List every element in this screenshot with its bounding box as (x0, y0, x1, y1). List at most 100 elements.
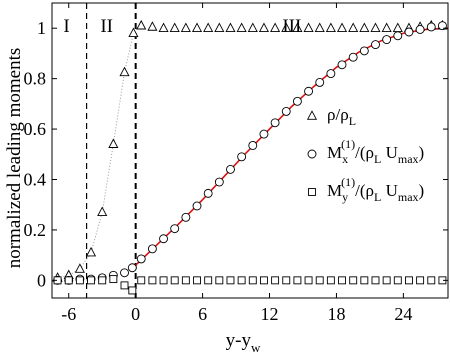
triangle-point (281, 22, 292, 32)
square-point (315, 276, 324, 285)
x-tick-label: 0 (131, 304, 140, 324)
square-point (226, 276, 235, 285)
triangle-point (97, 206, 108, 217)
y-tick-label: 0.4 (24, 169, 47, 189)
series-square (53, 275, 447, 295)
square-point (371, 276, 380, 285)
triangle-point (325, 22, 336, 32)
square-point (282, 276, 291, 285)
legend-marker-square (308, 188, 316, 196)
x-axis-ticks: -6 0 6 12 18 24 (61, 3, 412, 324)
y-tick-label: 0.6 (24, 119, 47, 139)
square-point (128, 286, 137, 295)
square-point (326, 276, 335, 285)
triangle-point (303, 22, 314, 32)
triangle-point (370, 22, 381, 32)
circle-point (281, 106, 291, 116)
square-point (405, 276, 413, 285)
square-point (170, 276, 179, 285)
circle-point (326, 69, 336, 79)
circle-point (437, 21, 447, 31)
triangle-point (270, 22, 281, 32)
square-point (148, 276, 157, 285)
circle-point (270, 118, 280, 128)
square-point (271, 276, 280, 285)
series-triangle (52, 19, 448, 282)
triangle-point (214, 22, 225, 32)
triangle-point (348, 22, 359, 32)
legend-label: Mx(1)/(ρL Umax) (327, 137, 424, 166)
square-point (64, 276, 73, 285)
triangle-point (258, 22, 269, 32)
circle-point (371, 40, 380, 50)
plot-frame (51, 2, 449, 299)
square-point (215, 276, 224, 285)
triangle-point (180, 22, 191, 32)
circle-point (304, 86, 314, 96)
region-label: I (63, 16, 69, 37)
x-tick-label: 18 (327, 304, 345, 324)
triangle-point (128, 27, 139, 38)
square-point (382, 276, 391, 285)
square-point (159, 276, 168, 285)
triangle-point (247, 22, 258, 32)
square-point (120, 281, 129, 290)
circle-point (248, 141, 258, 150)
y-axis-label: normalized leading moments (4, 48, 25, 269)
region-label: II (100, 16, 113, 37)
x-tick-label: 6 (198, 304, 207, 324)
triangle-point (292, 22, 303, 32)
circle-point (203, 188, 213, 198)
y-tick-label: 0.2 (24, 220, 47, 240)
square-point (204, 276, 213, 285)
square-point (259, 276, 268, 285)
square-point (181, 276, 190, 285)
y-tick-label: 0.8 (24, 69, 47, 89)
square-point (338, 276, 346, 285)
circle-point (315, 77, 325, 87)
triangle-point (158, 22, 169, 32)
triangle-point (203, 22, 214, 32)
circle-point (382, 35, 392, 45)
circle-point (159, 234, 168, 244)
square-point (137, 276, 146, 285)
circle-point (404, 27, 414, 37)
x-tick-label: 12 (261, 304, 279, 324)
square-point (293, 276, 302, 285)
square-point (248, 276, 257, 285)
triangle-point (108, 138, 119, 148)
circle-point (359, 46, 369, 56)
circle-point (226, 164, 235, 174)
triangle-point (119, 66, 130, 77)
circle-point (127, 263, 137, 273)
circle-point (170, 224, 180, 234)
triangle-point (191, 22, 203, 32)
legend-label: My(1)/(ρL Umax) (327, 175, 424, 204)
square-point (393, 276, 402, 285)
square-point (75, 276, 84, 285)
triangle-point (136, 19, 147, 30)
region-boundaries (85, 3, 137, 298)
triangle-point (85, 246, 97, 257)
square-point (427, 276, 436, 285)
triangle-point (169, 22, 180, 32)
y-tick-label: 1 (37, 18, 46, 38)
circle-point (120, 268, 129, 278)
legend: ρ/ρL Mx(1)/(ρL Umax) My(1)/(ρL Umax) (306, 105, 424, 204)
square-point (416, 276, 425, 285)
circle-point (292, 96, 302, 106)
y-tick-label: 0 (37, 270, 46, 290)
circle-point (259, 129, 269, 139)
circle-point (136, 254, 146, 264)
square-point (304, 276, 313, 285)
circle-point (426, 22, 436, 32)
circle-point (415, 25, 425, 34)
square-point (360, 276, 369, 285)
circle-point (181, 212, 191, 222)
triangle-point (74, 263, 85, 273)
circle-point (147, 244, 157, 254)
square-point (237, 276, 246, 285)
legend-marker-triangle (306, 110, 318, 120)
